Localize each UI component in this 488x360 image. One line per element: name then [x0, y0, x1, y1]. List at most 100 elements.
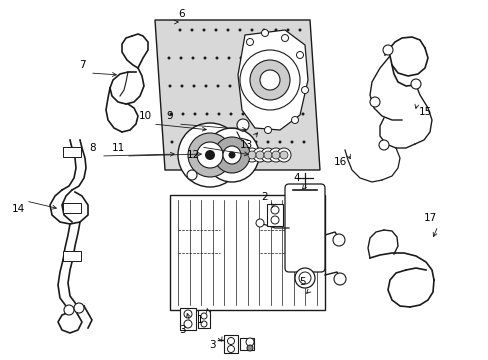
Circle shape: [229, 113, 232, 116]
Bar: [63, 203, 81, 213]
Circle shape: [246, 345, 252, 351]
Circle shape: [301, 86, 308, 94]
Text: 6: 6: [178, 9, 185, 19]
Circle shape: [170, 140, 173, 144]
Circle shape: [203, 57, 206, 59]
Text: 4: 4: [293, 173, 300, 183]
Circle shape: [299, 57, 302, 59]
Circle shape: [168, 85, 171, 87]
Circle shape: [206, 140, 209, 144]
Circle shape: [263, 57, 266, 59]
Circle shape: [190, 28, 193, 32]
Circle shape: [194, 140, 197, 144]
Text: 14: 14: [11, 204, 24, 214]
Circle shape: [204, 150, 215, 160]
Circle shape: [214, 137, 249, 173]
Circle shape: [218, 140, 221, 144]
Circle shape: [241, 113, 244, 116]
Circle shape: [180, 85, 183, 87]
Circle shape: [228, 152, 235, 158]
Circle shape: [192, 85, 195, 87]
Circle shape: [278, 140, 281, 144]
Circle shape: [298, 28, 301, 32]
Circle shape: [260, 70, 280, 90]
Circle shape: [296, 51, 303, 59]
Circle shape: [179, 57, 182, 59]
Circle shape: [167, 57, 170, 59]
Circle shape: [186, 170, 197, 180]
Circle shape: [205, 113, 208, 116]
Text: 1: 1: [196, 315, 203, 325]
Circle shape: [302, 140, 305, 144]
Bar: [63, 147, 81, 157]
Circle shape: [181, 113, 184, 116]
Circle shape: [250, 28, 253, 32]
Bar: [180, 308, 196, 330]
Circle shape: [227, 57, 230, 59]
Circle shape: [288, 85, 291, 87]
Circle shape: [238, 28, 241, 32]
Circle shape: [276, 148, 290, 162]
Circle shape: [291, 117, 298, 123]
Polygon shape: [238, 30, 307, 130]
Text: 9: 9: [166, 111, 173, 121]
FancyBboxPatch shape: [285, 184, 325, 272]
Circle shape: [247, 151, 256, 159]
Circle shape: [202, 28, 205, 32]
Circle shape: [214, 28, 217, 32]
Circle shape: [287, 57, 290, 59]
Circle shape: [270, 206, 279, 214]
Circle shape: [249, 60, 289, 100]
Text: 11: 11: [111, 143, 124, 153]
Bar: [63, 251, 81, 261]
Circle shape: [245, 338, 253, 346]
Circle shape: [280, 151, 287, 159]
Circle shape: [268, 148, 283, 162]
Circle shape: [382, 45, 392, 55]
Text: 3: 3: [208, 340, 215, 350]
Text: 3: 3: [178, 325, 185, 335]
Circle shape: [300, 85, 303, 87]
Text: 12: 12: [186, 150, 199, 160]
Circle shape: [294, 268, 314, 288]
Circle shape: [264, 126, 271, 134]
Circle shape: [182, 140, 185, 144]
Circle shape: [265, 113, 268, 116]
Circle shape: [276, 85, 279, 87]
Text: 10: 10: [138, 111, 151, 121]
Text: 13: 13: [239, 140, 252, 150]
Circle shape: [286, 28, 289, 32]
Circle shape: [256, 219, 264, 227]
Polygon shape: [155, 20, 319, 170]
Circle shape: [240, 50, 299, 110]
Circle shape: [204, 85, 207, 87]
Circle shape: [178, 123, 242, 187]
Circle shape: [281, 35, 288, 41]
Circle shape: [410, 79, 420, 89]
Circle shape: [74, 303, 84, 313]
Bar: [240, 338, 253, 350]
Circle shape: [246, 39, 253, 45]
Circle shape: [264, 85, 267, 87]
Circle shape: [274, 28, 277, 32]
Circle shape: [262, 28, 265, 32]
Circle shape: [254, 140, 257, 144]
Circle shape: [290, 140, 293, 144]
Text: 7: 7: [79, 60, 85, 70]
Circle shape: [242, 140, 245, 144]
Circle shape: [183, 320, 192, 328]
Circle shape: [193, 113, 196, 116]
Circle shape: [264, 151, 271, 159]
Circle shape: [237, 119, 248, 131]
Circle shape: [169, 113, 172, 116]
Circle shape: [217, 113, 220, 116]
Circle shape: [261, 148, 274, 162]
Circle shape: [64, 305, 74, 315]
Circle shape: [223, 146, 241, 164]
Circle shape: [266, 140, 269, 144]
Circle shape: [369, 97, 379, 107]
Circle shape: [239, 57, 242, 59]
Circle shape: [201, 321, 206, 327]
Circle shape: [191, 57, 194, 59]
Text: 8: 8: [89, 143, 96, 153]
